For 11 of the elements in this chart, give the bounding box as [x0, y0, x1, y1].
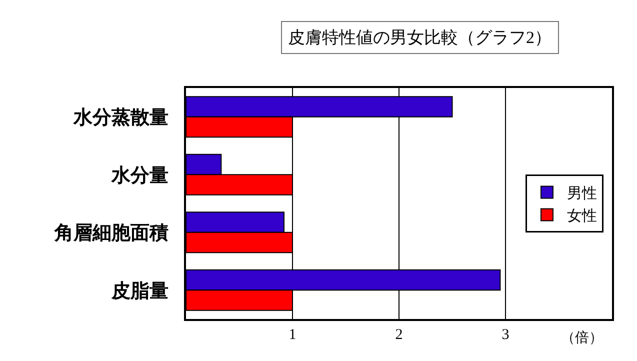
y-tick-label: 水分量 — [110, 164, 168, 186]
y-tick-label: 角層細胞面積 — [53, 222, 168, 244]
x-tick-label: 1 — [288, 326, 296, 343]
legend-label: 男性 — [566, 184, 597, 202]
legend-label: 女性 — [566, 206, 597, 225]
y-tick-label: 水分蒸散量 — [72, 106, 168, 129]
chart-title: 皮膚特性値の男女比較（グラフ2） — [288, 28, 552, 47]
x-axis-title: （倍） — [561, 330, 603, 346]
x-tick-label: 3 — [502, 326, 510, 343]
x-tick-label: 2 — [395, 326, 403, 343]
y-tick-label: 皮脂量 — [110, 280, 168, 302]
